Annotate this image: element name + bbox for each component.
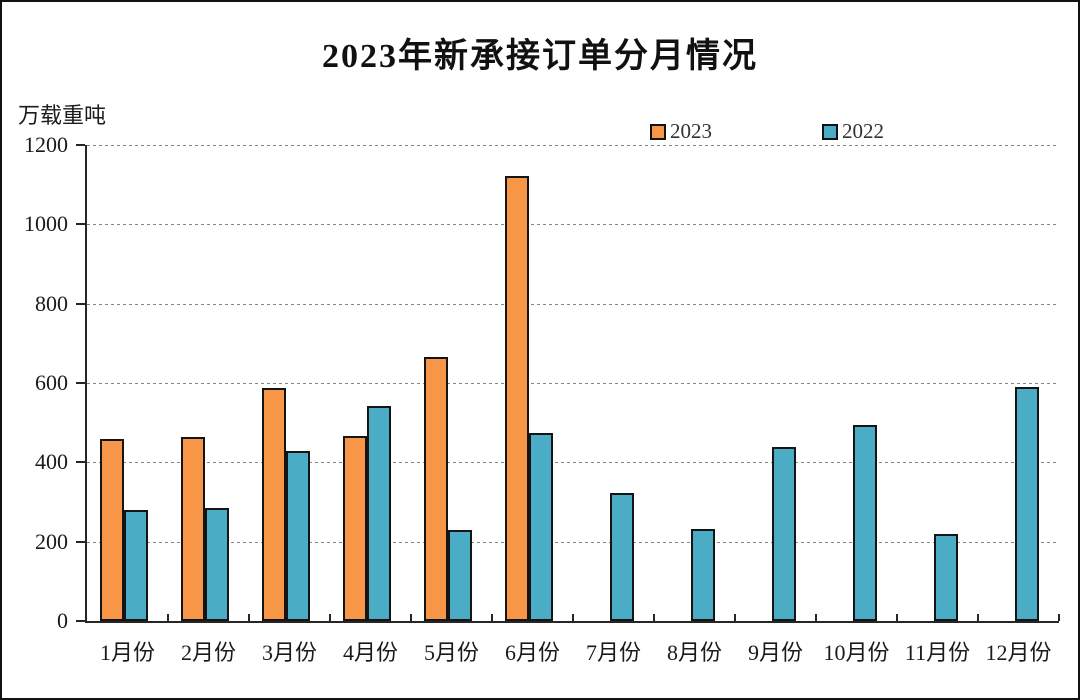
x-tick-label-9月份: 9月份 [747, 640, 803, 665]
legend-swatch-2023-icon [650, 123, 666, 140]
category-group-5月份 [411, 145, 492, 621]
category-group-2月份 [168, 145, 249, 621]
y-tick-label-200: 200 [35, 528, 68, 554]
x-axis-tick-3 [329, 614, 331, 621]
category-group-11月份 [897, 145, 978, 621]
y-axis-tick-0 [76, 620, 85, 622]
x-axis-tick-6 [572, 614, 574, 621]
bar-2022-2月份 [205, 508, 230, 621]
x-tick-label-8月份: 8月份 [666, 640, 722, 665]
y-tick-label-400: 400 [35, 449, 68, 475]
y-tick-label-1000: 1000 [24, 211, 68, 237]
gridline-1000 [87, 224, 1059, 226]
x-tick-label-10月份: 10月份 [823, 640, 890, 665]
bar-2023-4月份 [343, 436, 368, 621]
legend-item-2023: 2023 [650, 119, 712, 144]
gridline-600 [87, 383, 1059, 384]
bar-2022-1月份 [124, 509, 149, 621]
category-group-3月份 [249, 145, 330, 621]
gridline-400 [87, 462, 1059, 464]
x-tick-label-1月份: 1月份 [99, 640, 155, 665]
x-tick-label-12月份: 12月份 [985, 640, 1052, 665]
x-tick-label-3月份: 3月份 [261, 640, 317, 665]
gridline-800 [87, 303, 1059, 305]
x-tick-label-11月份: 11月份 [904, 640, 971, 665]
x-axis-tick-10 [896, 614, 898, 621]
category-group-1月份 [87, 145, 168, 621]
legend-label-2023: 2023 [670, 119, 712, 143]
bar-2023-1月份 [100, 438, 125, 621]
x-axis-tick-1 [166, 614, 169, 621]
legend: 2023 2022 [650, 119, 884, 144]
bar-2023-5月份 [424, 357, 449, 621]
y-tick-label-0: 0 [57, 608, 68, 633]
y-axis-title: 万载重吨 [18, 103, 107, 128]
gridline-1200 [87, 145, 1059, 146]
x-axis-tick-2 [247, 614, 250, 621]
x-tick-label-2月份: 2月份 [180, 640, 236, 665]
category-group-7月份 [573, 145, 654, 621]
x-axis-tick-7 [653, 614, 655, 621]
legend-label-2022: 2022 [842, 119, 884, 143]
gridline-200 [87, 541, 1059, 543]
x-tick-label-4月份: 4月份 [342, 640, 398, 665]
category-group-10月份 [816, 145, 897, 621]
y-axis-tick-1000 [76, 223, 85, 226]
bar-2023-3月份 [262, 387, 287, 621]
x-tick-label-7月份: 7月份 [585, 640, 641, 665]
y-tick-label-1200: 1200 [24, 132, 68, 157]
category-group-4月份 [330, 145, 411, 621]
y-axis-tick-200 [76, 540, 85, 543]
bar-2022-4月份 [367, 405, 392, 621]
x-axis-tick-12 [1058, 614, 1060, 621]
bar-2023-2月份 [181, 437, 206, 621]
bar-2022-8月份 [691, 528, 716, 621]
y-axis-tick-400 [76, 461, 85, 464]
bar-2022-6月份 [529, 432, 554, 621]
y-axis-tick-1200 [76, 144, 85, 146]
category-group-6月份 [492, 145, 573, 621]
category-group-9月份 [735, 145, 816, 621]
bar-2022-5月份 [448, 529, 473, 621]
legend-swatch-2022-icon [822, 123, 838, 140]
y-axis-tick-600 [76, 382, 85, 384]
x-axis-tick-9 [815, 614, 817, 621]
x-tick-label-5月份: 5月份 [423, 640, 479, 665]
x-tick-label-6月份: 6月份 [504, 640, 560, 665]
plot-area: 0 200 400 600 800 1000 1200 1月份 2月份 3月份 4月份 5月份 6月份 7… [24, 134, 1060, 665]
category-group-8月份 [654, 145, 735, 621]
bar-2022-11月份 [934, 534, 959, 621]
bar-2022-12月份 [1015, 386, 1040, 621]
y-tick-label-600: 600 [35, 370, 68, 395]
x-axis-tick-4 [409, 614, 412, 621]
bar-2022-3月份 [286, 451, 311, 621]
x-axis-tick-8 [733, 614, 736, 621]
legend-item-2022: 2022 [822, 119, 884, 144]
x-axis-tick-5 [491, 614, 493, 621]
chart-title: 2023年新承接订单分月情况 [322, 38, 758, 75]
bar-2022-10月份 [853, 425, 878, 621]
bar-2022-9月份 [772, 447, 797, 621]
bar-2022-7月份 [610, 492, 635, 621]
y-axis-tick-800 [76, 302, 85, 305]
category-group-12月份 [978, 145, 1059, 621]
x-axis-tick-11 [976, 614, 979, 621]
bar-2023-6月份 [505, 175, 530, 621]
y-tick-label-800: 800 [35, 290, 68, 316]
